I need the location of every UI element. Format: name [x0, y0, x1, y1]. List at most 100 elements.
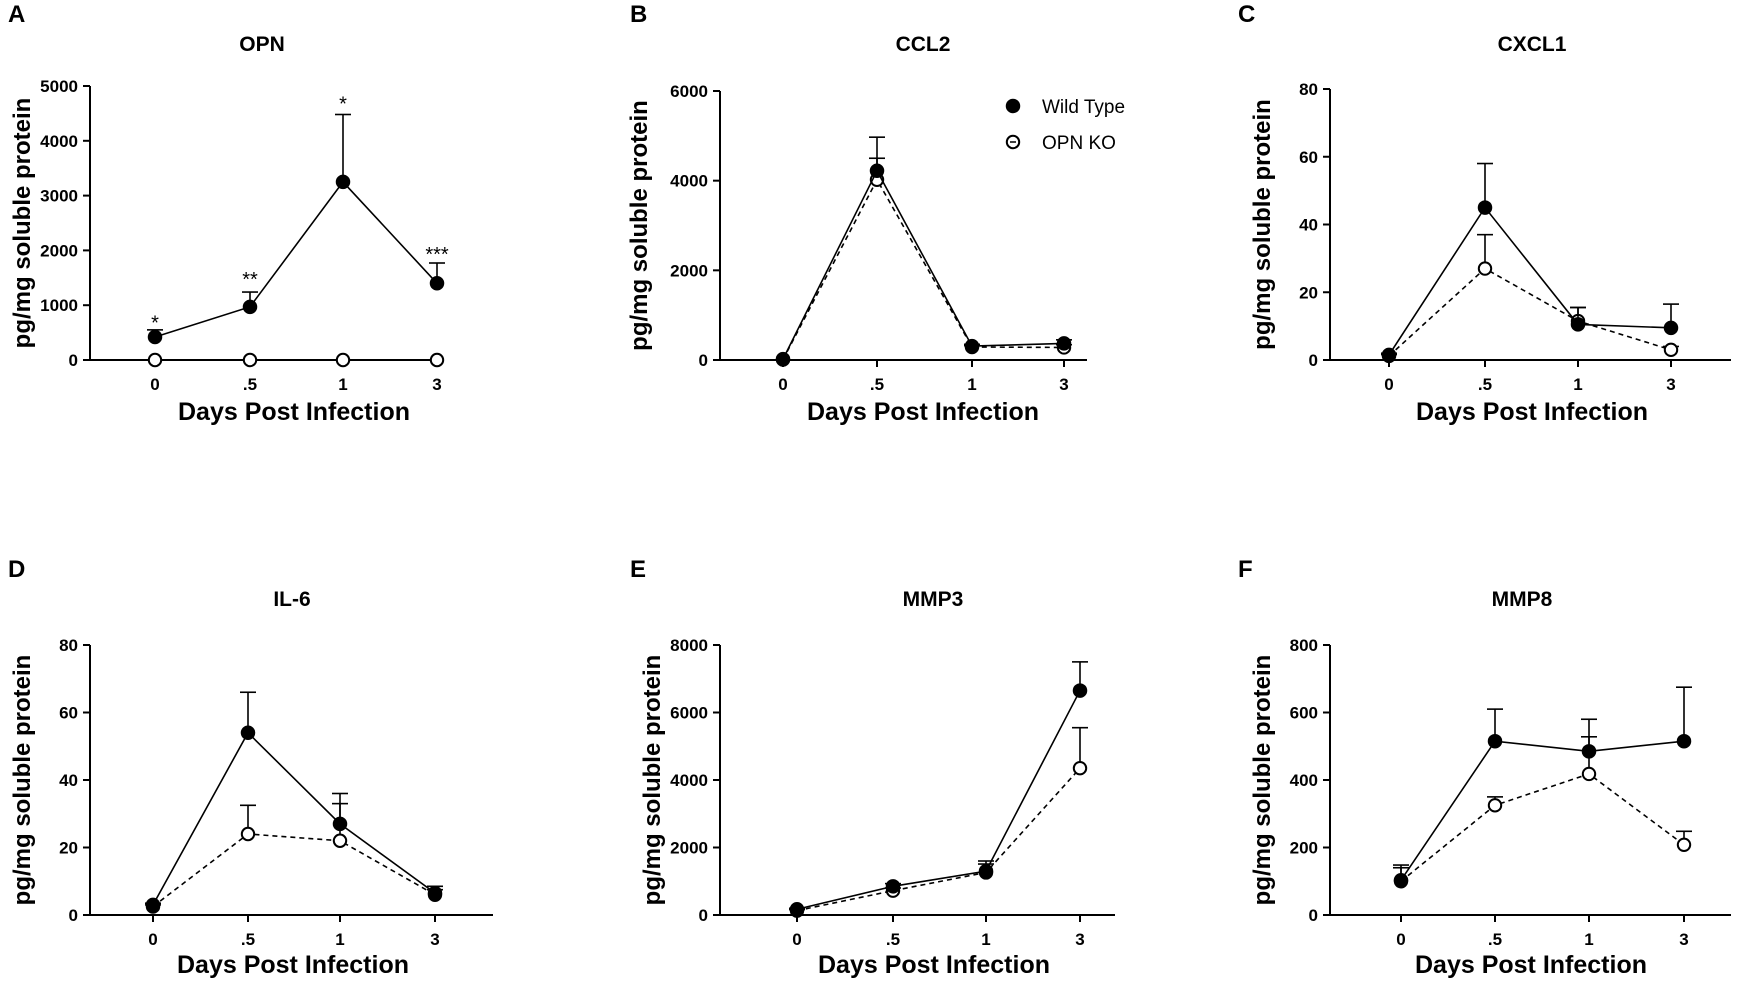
significance-annotation: * — [151, 313, 159, 335]
series-line — [152, 833, 436, 908]
x-tick-label: 1 — [338, 375, 347, 394]
y-tick-label: 0 — [699, 906, 708, 925]
chart-title: IL-6 — [273, 588, 310, 611]
x-tick-label: 3 — [1059, 375, 1068, 394]
series-wild-type — [1381, 162, 1679, 363]
x-tick-label: 0 — [1384, 375, 1393, 394]
chart-title: OPN — [239, 33, 285, 56]
x-tick-label: .5 — [243, 375, 257, 394]
data-point-filled — [147, 329, 163, 345]
x-axis-label: Days Post Infection — [178, 398, 410, 426]
chart-panel-f: F MMP8 0 200 400 600 800 0 .5 1 3 Days Post Infecti… — [1238, 556, 1731, 979]
data-point-filled — [1487, 733, 1503, 749]
chart-title: CXCL1 — [1498, 33, 1567, 56]
series-wild-type — [147, 113, 445, 345]
significance-annotation: * — [339, 93, 347, 115]
y-tick-label: 20 — [1299, 283, 1318, 302]
y-axis-label: pg/mg soluble protein — [9, 98, 36, 349]
data-point-open — [1581, 766, 1597, 782]
y-tick-label: 1000 — [40, 296, 78, 315]
chart-title: MMP8 — [1492, 588, 1553, 611]
data-point-filled — [242, 299, 258, 315]
y-tick-label: 0 — [69, 906, 78, 925]
data-point-filled — [1381, 347, 1397, 363]
data-point-filled — [145, 897, 161, 913]
y-tick-label: 40 — [1299, 216, 1318, 235]
panel-letter: D — [8, 556, 25, 583]
series-wild-type — [775, 136, 1072, 367]
x-tick-label: 1 — [335, 930, 344, 949]
data-point-filled — [964, 338, 980, 354]
x-tick-label: 3 — [1075, 930, 1084, 949]
data-point-open — [1072, 760, 1088, 776]
y-tick-label: 200 — [1290, 839, 1318, 858]
panel-letter: E — [630, 556, 646, 583]
y-tick-label: 600 — [1290, 704, 1318, 723]
data-point-open — [1676, 837, 1692, 852]
x-tick-label: 1 — [1584, 930, 1593, 949]
x-axis-label: Days Post Infection — [1416, 398, 1648, 426]
x-tick-label: 1 — [967, 375, 976, 394]
y-tick-label: 0 — [699, 351, 708, 370]
data-point-open — [240, 826, 256, 842]
y-tick-label: 4000 — [40, 132, 78, 151]
series-line — [796, 767, 1081, 912]
data-point-filled — [775, 351, 791, 367]
data-point-filled — [978, 863, 994, 879]
y-tick-label: 6000 — [670, 704, 708, 723]
significance-annotation: *** — [425, 244, 449, 266]
data-point-filled — [1676, 733, 1692, 749]
panel-letter: B — [630, 1, 647, 28]
data-point-filled — [885, 879, 901, 894]
chart-panel-e: E MMP3 0 2000 4000 6000 8000 0 .5 1 3 Days Post Inf… — [630, 556, 1115, 979]
x-axis-label: Days Post Infection — [807, 398, 1039, 426]
y-axis-label: pg/mg soluble protein — [9, 655, 36, 906]
series-line — [1388, 206, 1672, 356]
y-tick-label: 80 — [1299, 80, 1318, 99]
data-point-filled — [1477, 200, 1493, 215]
x-tick-label: .5 — [1478, 375, 1492, 394]
series-wild-type — [1393, 686, 1692, 888]
chart-title: CCL2 — [896, 33, 951, 56]
x-tick-label: 0 — [148, 930, 157, 949]
data-point-filled — [1581, 744, 1597, 759]
series-line — [152, 731, 436, 906]
y-tick-label: 5000 — [40, 77, 78, 96]
y-tick-label: 8000 — [670, 636, 708, 655]
y-tick-label: 0 — [1309, 351, 1318, 370]
chart-panel-c: C CXCL1 0 20 40 60 80 0 .5 1 3 Days Post Infection p… — [1238, 1, 1731, 426]
panel-letter: F — [1238, 556, 1253, 583]
y-tick-label: 40 — [59, 771, 78, 790]
y-tick-label: 800 — [1290, 636, 1318, 655]
series-wild-type — [789, 661, 1088, 917]
y-tick-label: 2000 — [40, 241, 78, 260]
panel-letter: A — [8, 1, 25, 28]
data-point-filled — [789, 902, 805, 917]
x-tick-label: 1 — [981, 930, 990, 949]
data-point-open — [1487, 798, 1503, 813]
x-tick-label: 1 — [1573, 375, 1582, 394]
data-point-filled — [427, 885, 443, 901]
panel-letter: C — [1238, 1, 1255, 28]
x-tick-label: .5 — [886, 930, 900, 949]
data-point-filled — [1072, 683, 1088, 698]
y-tick-label: 60 — [59, 704, 78, 723]
y-axis-label: pg/mg soluble protein — [1249, 655, 1276, 906]
x-tick-label: 0 — [792, 930, 801, 949]
data-point-open — [1663, 342, 1679, 358]
y-tick-label: 60 — [1299, 148, 1318, 167]
data-point-filled — [1393, 872, 1409, 888]
y-tick-label: 80 — [59, 636, 78, 655]
series-line — [1400, 740, 1685, 881]
y-tick-label: 2000 — [670, 261, 708, 280]
legend-label-opn-ko: OPN KO — [1042, 133, 1116, 154]
data-point-open — [429, 352, 445, 368]
x-tick-label: .5 — [1488, 930, 1502, 949]
data-point-filled — [429, 276, 445, 291]
series-line — [782, 178, 1065, 360]
y-tick-label: 6000 — [670, 82, 708, 101]
x-tick-label: 0 — [778, 375, 787, 394]
series-line — [1388, 267, 1672, 357]
series-opn-ko — [147, 352, 445, 368]
